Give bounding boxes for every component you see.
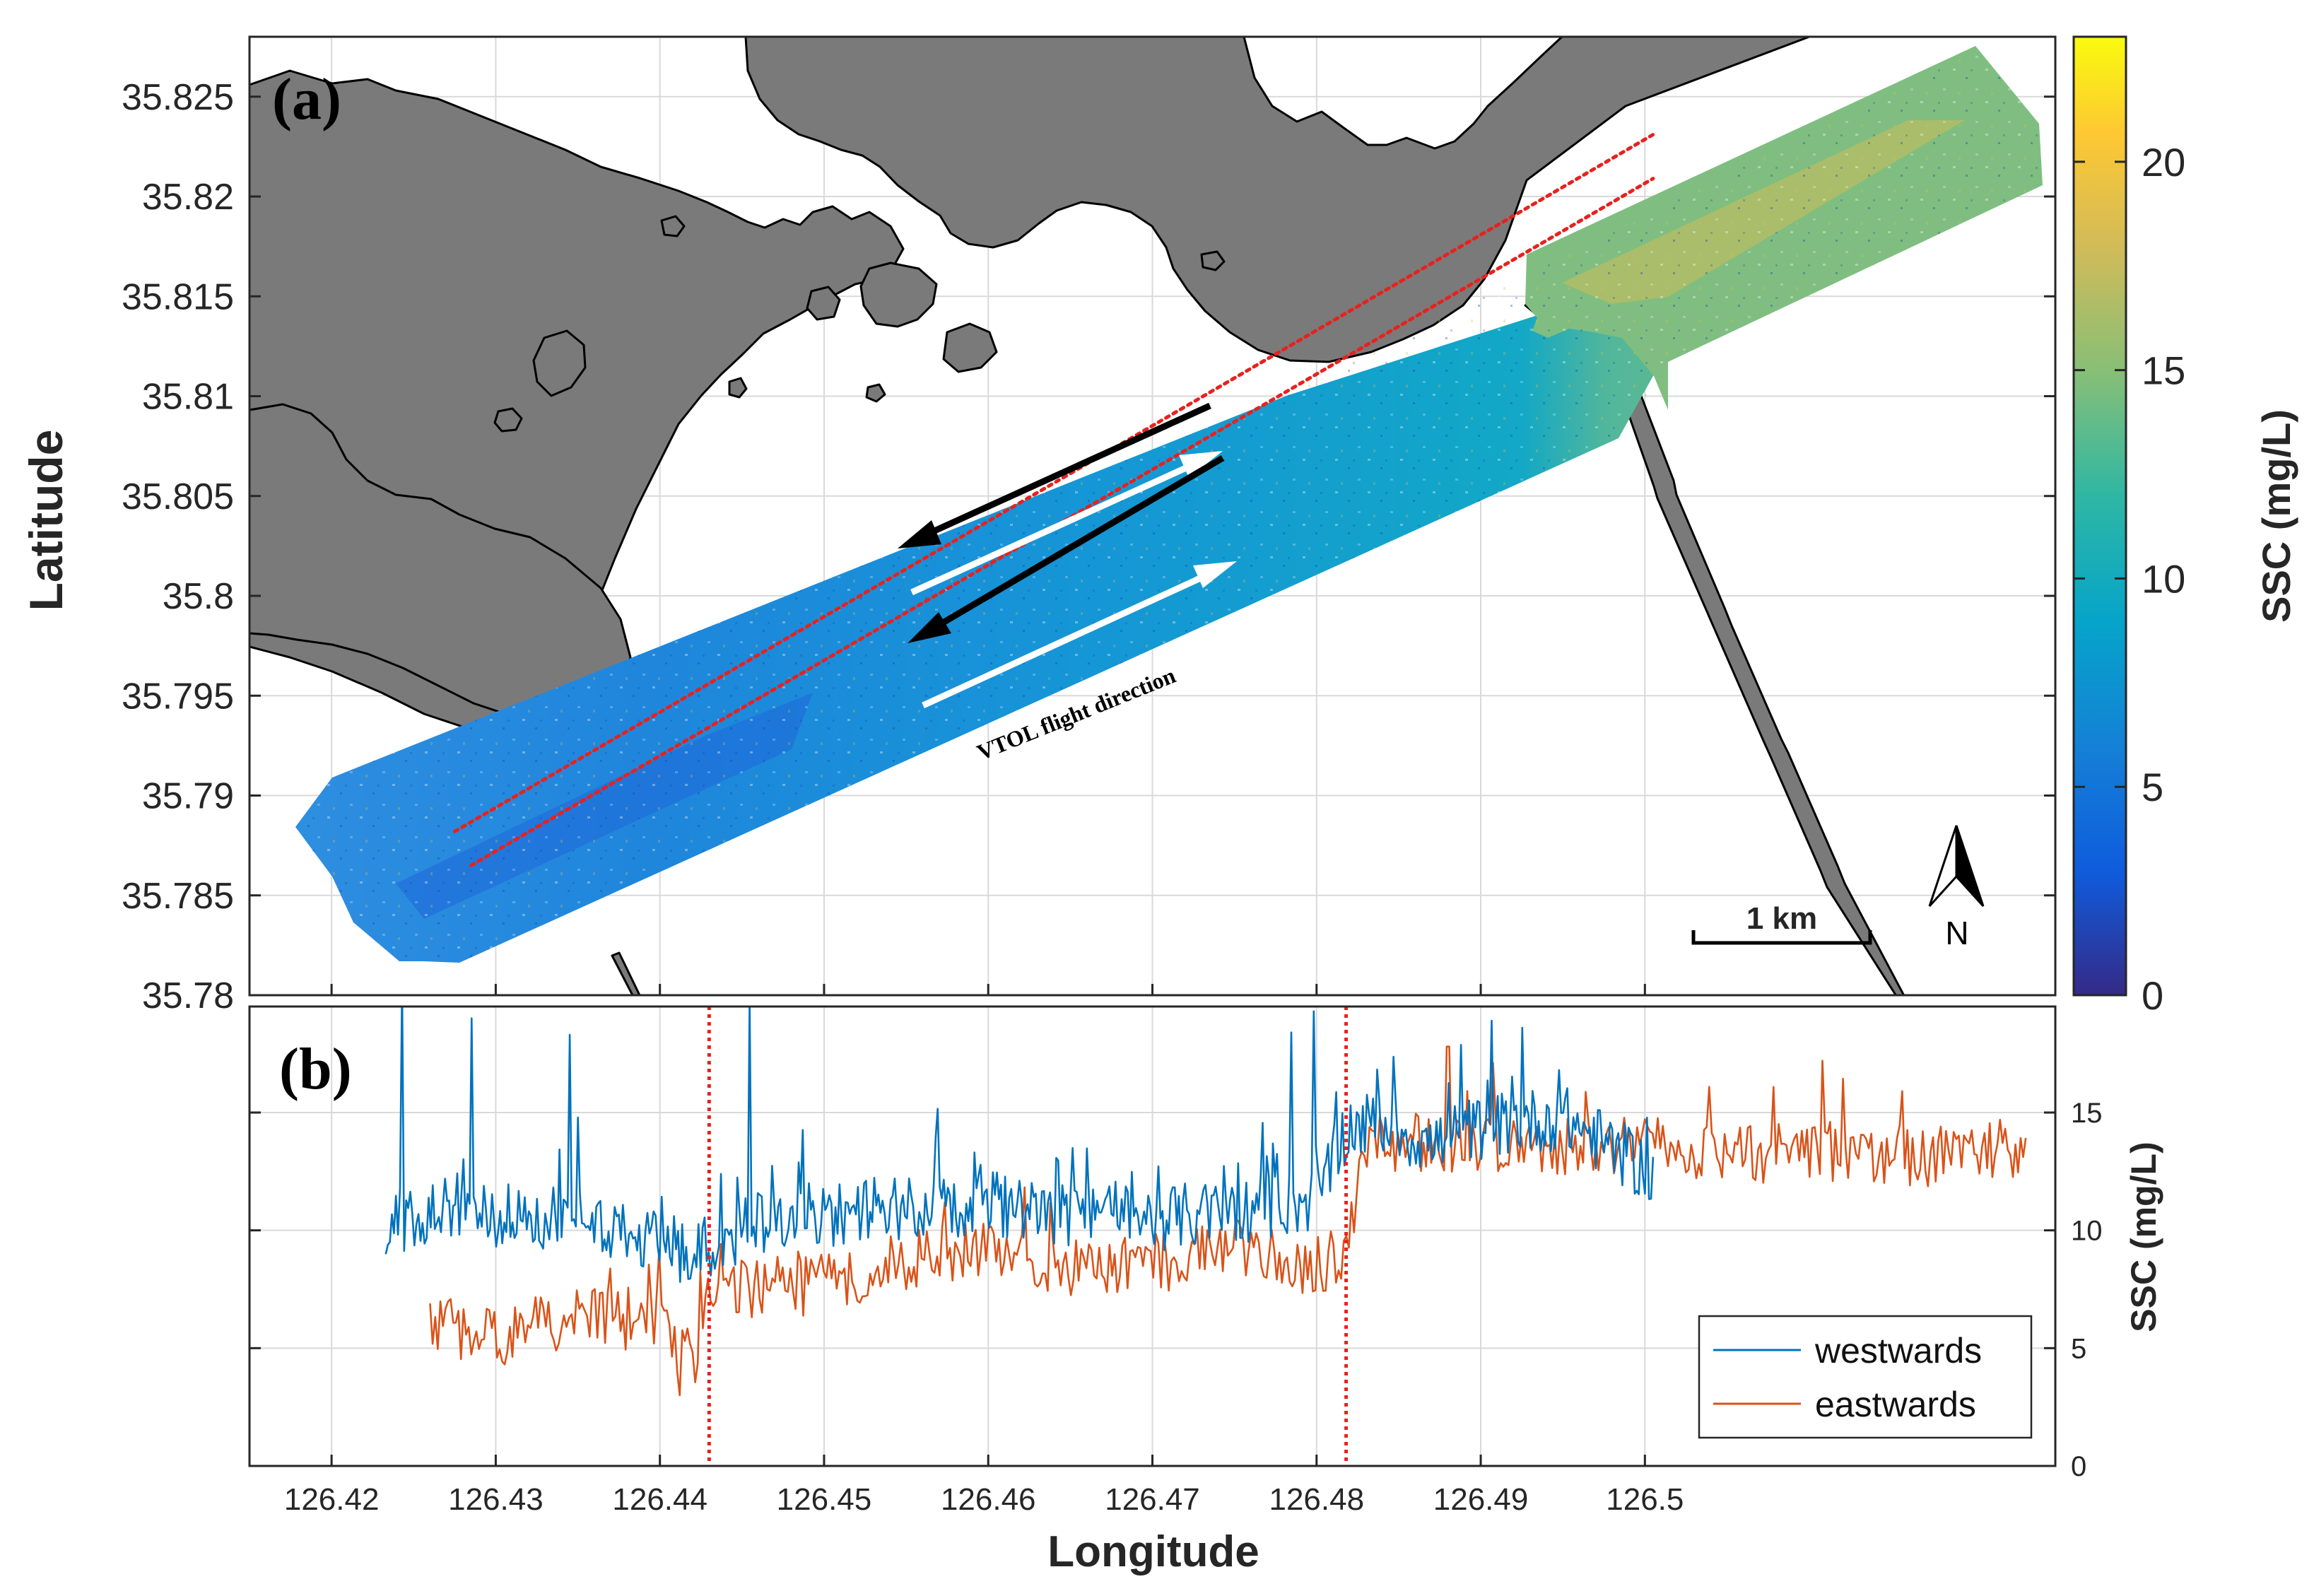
colorbar-tick-label: 5: [2142, 765, 2163, 809]
panel-b-ytick-label: 10: [2071, 1216, 2103, 1247]
ssc-swath-texture: [295, 46, 2043, 963]
island-small-1: [859, 262, 938, 328]
panel-a-ytick-label: 35.79: [142, 776, 234, 817]
colorbar-gradient: [2072, 35, 2127, 997]
panel-a-ytick-label: 35.815: [122, 276, 234, 317]
legend: westwards eastwards: [1698, 1315, 2033, 1439]
legend-eastwards-label: eastwards: [1815, 1385, 1976, 1424]
panel-a-y-ticks: 35.78 35.785 35.79 35.795 35.8 35.805 35.81 35.…: [122, 77, 2055, 1016]
island-large-north: [744, 37, 1811, 363]
legend-westwards-label: westwards: [1814, 1331, 1982, 1371]
panel-b-xtick-label: 126.45: [777, 1482, 872, 1517]
island-small-5: [728, 377, 748, 399]
panel-b-y-ticks: 0 5 10 15: [249, 1098, 2103, 1482]
island-lower-left: [249, 403, 632, 722]
panel-a-ytick-label: 35.785: [122, 876, 234, 917]
panel-b-xtick-label: 126.5: [1606, 1482, 1684, 1517]
panel-b-xtick-label: 126.43: [448, 1482, 544, 1517]
colorbar-label: SSC (mg/L): [2254, 409, 2298, 623]
island-small-8: [660, 215, 686, 237]
panel-b-xtick-label: 126.46: [941, 1482, 1036, 1517]
island-small-2: [942, 322, 998, 373]
colorbar-tick-label: 15: [2142, 348, 2185, 393]
vertical-markers: [707, 1007, 1349, 1466]
colorbar-tick-label: 0: [2142, 973, 2163, 1018]
scale-bar-label: 1 km: [1746, 901, 1817, 936]
panel-a-ytick-label: 35.78: [142, 975, 234, 1016]
scale-bar: 1 km: [1691, 901, 1872, 945]
jetty-bottom: [611, 951, 641, 995]
panel-b-label: (b): [279, 1036, 352, 1102]
panel-b-ytick-label: 0: [2071, 1451, 2086, 1482]
panel-b-x-ticks: 126.42 126.43 126.44 126.45 126.46 126.47 126.…: [284, 1455, 1684, 1517]
eastward-arrow-2: [922, 561, 1237, 709]
panel-b-xtick-label: 126.42: [284, 1482, 380, 1517]
flight-line-1: [452, 132, 1655, 833]
eastward-arrow-1: [910, 451, 1223, 596]
island-small-6: [493, 407, 523, 433]
panel-b-xtick-label: 126.47: [1105, 1482, 1200, 1517]
colorbar-ticks: 0 5 10 15 20: [2074, 140, 2185, 1018]
north-arrow: N: [1928, 825, 1985, 951]
island-small-3: [532, 329, 587, 397]
panel-a-ytick-label: 35.795: [122, 676, 234, 717]
panel-b-xtick-label: 126.49: [1433, 1482, 1529, 1517]
panel-a: VTOL flight direction 1 km N 35.7835.785…: [20, 35, 2057, 1016]
x-axis-label: Longitude: [1047, 1527, 1259, 1576]
colorbar-tick-label: 10: [2142, 556, 2185, 601]
westward-arrow-2: [908, 455, 1225, 643]
panel-b-xtick-label: 126.44: [612, 1482, 707, 1517]
colorbar: 0 5 10 15 20 SSC (mg/L): [2072, 35, 2298, 1018]
island-small-4: [806, 286, 841, 321]
north-label: N: [1945, 915, 1968, 951]
colorbar-tick-label: 20: [2142, 140, 2185, 184]
panel-b-ytick-label: 15: [2071, 1098, 2103, 1129]
panel-a-ytick-label: 35.825: [122, 77, 234, 118]
panel-b-ylabel: SSC (mg/L): [2124, 1142, 2163, 1332]
panel-b-xtick-label: 126.48: [1269, 1482, 1364, 1517]
westward-arrow-1: [898, 402, 1211, 548]
panel-a-ytick-label: 35.805: [122, 476, 234, 517]
island-small-9: [1200, 250, 1226, 271]
panel-b-ytick-label: 5: [2071, 1333, 2086, 1364]
panel-a-ytick-label: 35.8: [163, 576, 234, 617]
series-westwards-line: [384, 1007, 1655, 1283]
panel-a-ytick-label: 35.81: [142, 377, 234, 418]
map-content: [249, 37, 2043, 995]
legend-box: [1698, 1315, 2033, 1439]
panel-a-ytick-label: 35.82: [142, 177, 234, 218]
island-small-7: [865, 383, 886, 403]
panel-a-label: (a): [272, 66, 341, 132]
panel-a-ylabel: Latitude: [20, 430, 72, 611]
series-eastwards-line: [429, 1045, 2027, 1397]
